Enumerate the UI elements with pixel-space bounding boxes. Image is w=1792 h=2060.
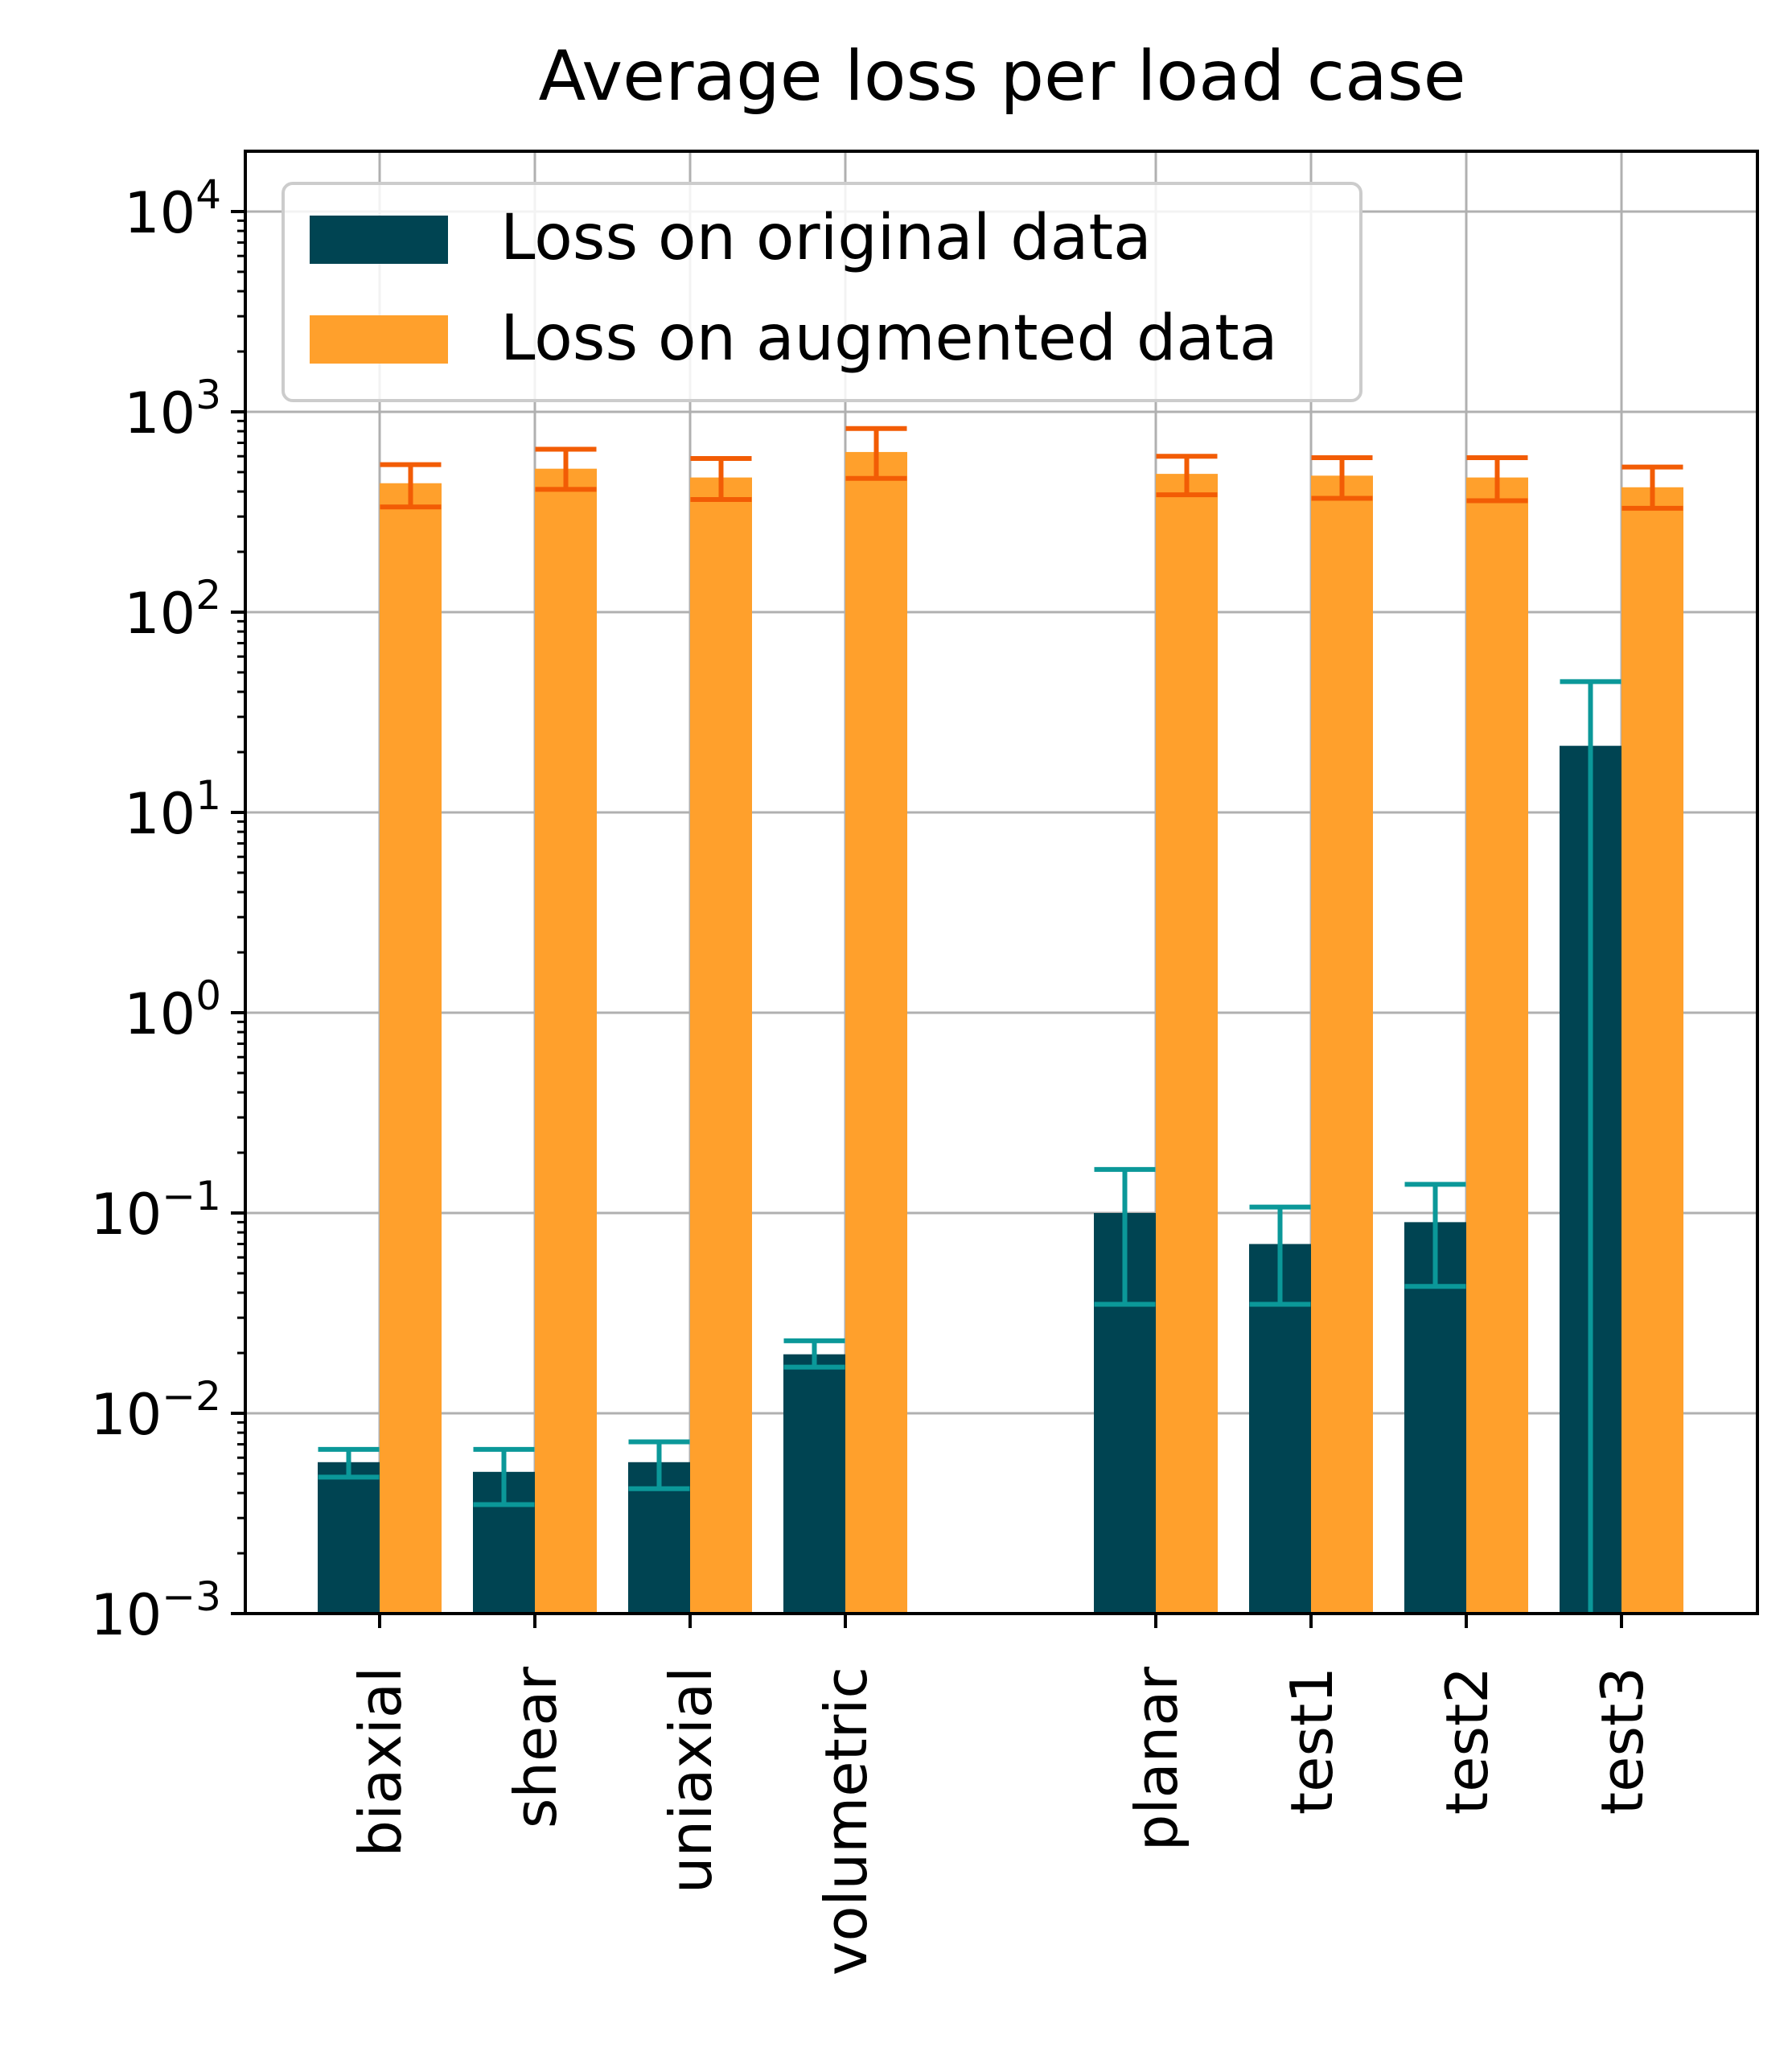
legend: Loss on original data Loss on augmented … — [282, 182, 1362, 402]
bar — [1156, 474, 1218, 1614]
x-axis: biaxial shear uniaxial volumetric planar test… — [347, 1614, 1656, 1976]
y-tick-label: 10−3 — [90, 1573, 221, 1648]
legend-box — [282, 182, 1362, 402]
y-axis: 10−3 10−2 10−1 100 101 102 103 104 — [90, 171, 245, 1648]
bar — [535, 468, 597, 1614]
x-tick-label: test1 — [1278, 1667, 1346, 1815]
y-tick-label: 100 — [124, 972, 221, 1047]
bar — [380, 483, 442, 1614]
bar — [690, 477, 752, 1614]
y-tick-label: 10−1 — [90, 1173, 221, 1248]
x-tick-label: test3 — [1589, 1667, 1656, 1815]
y-tick-label: 103 — [124, 372, 221, 446]
y-tick-label: 104 — [124, 171, 221, 246]
bar — [783, 1354, 845, 1614]
chart-title: Average loss per load case — [539, 36, 1466, 117]
error-bars — [318, 426, 1683, 1614]
bar — [1466, 477, 1528, 1614]
x-tick-label: uniaxial — [657, 1667, 725, 1893]
legend-label-augmented: Loss on augmented data — [500, 302, 1278, 375]
legend-label-original: Loss on original data — [500, 202, 1152, 274]
bar — [1621, 487, 1683, 1614]
legend-swatch-augmented — [310, 315, 448, 364]
plot-frame — [244, 150, 1759, 1615]
bar — [845, 451, 907, 1614]
legend-swatch-original — [310, 216, 448, 264]
bar — [318, 1462, 380, 1614]
x-tick-label: test2 — [1433, 1667, 1501, 1815]
x-tick-label: volumetric — [812, 1667, 880, 1976]
bar — [1311, 475, 1373, 1614]
x-tick-label: shear — [502, 1667, 569, 1829]
y-tick-label: 10−2 — [90, 1373, 221, 1448]
y-tick-label: 101 — [124, 772, 221, 847]
y-tick-label: 102 — [124, 572, 221, 647]
x-tick-label: biaxial — [347, 1667, 414, 1857]
x-tick-label: planar — [1123, 1667, 1190, 1852]
